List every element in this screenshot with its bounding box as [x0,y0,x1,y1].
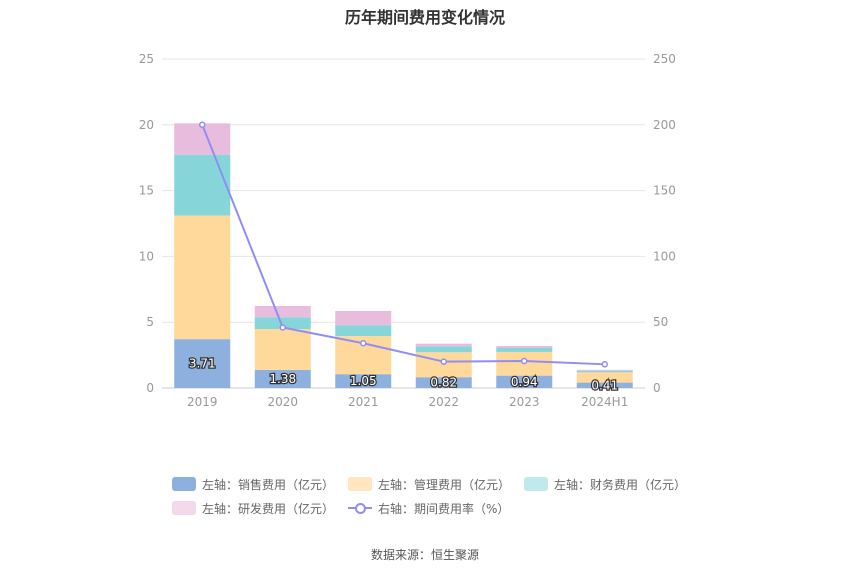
right-axis-tick-label: 200 [653,118,676,132]
left-axis-tick-label: 20 [139,118,154,132]
left-axis-tick-label: 5 [146,315,154,329]
bar-segment-4 [496,346,553,348]
bar-segment-1 [576,382,633,388]
data-label: 1.38 [269,372,296,386]
legend-label-sales: 左轴：销售费用（亿元） [202,477,335,492]
right-axis-tick-label: 50 [653,315,668,329]
data-label: 3.71 [189,357,216,371]
x-axis-tick-label: 2021 [348,395,379,409]
ratio-point [199,121,206,129]
bar-segment-3 [335,325,392,337]
x-axis-tick-label: 2022 [428,395,459,409]
bar-segment-4 [174,123,231,155]
bar-segment-3 [496,347,553,352]
legend-item-expense-ratio[interactable]: 右轴：期间费用率（%） [348,500,509,517]
bar-segment-4 [576,369,633,371]
data-source: 数据来源：恒生聚源 [370,548,479,562]
bar-segment-4 [254,306,311,318]
legend-item-finance-expense[interactable]: 左轴：财务费用（亿元） [524,476,686,493]
x-axis-tick-label: 2019 [187,395,218,409]
bar-segment-1 [174,339,231,388]
legend-swatch-ratio [348,501,373,515]
x-axis-tick-label: 2020 [267,395,298,409]
bar-segment-1 [496,375,553,388]
bar-segment-4 [415,343,472,347]
ratio-line [201,124,605,366]
legend-swatch-finance [524,477,549,491]
right-axis-tick-label: 0 [653,381,661,395]
ratio-point [360,340,367,347]
legend-label-rd: 左轴：研发费用（亿元） [202,501,335,516]
ratio-point [440,358,447,365]
bar-segment-3 [415,346,472,353]
legend-item-admin-expense[interactable]: 左轴：管理费用（亿元） [348,476,510,493]
x-axis-tick-label: 2024H1 [581,395,628,409]
bar-segment-3 [576,370,633,373]
legend-item-sales-expense[interactable]: 左轴：销售费用（亿元） [172,476,334,493]
left-axis-tick-label: 0 [146,381,154,395]
legend-label-ratio: 右轴：期间费用率（%） [378,501,510,516]
left-axis-tick-label: 25 [139,52,154,66]
right-axis-tick-label: 250 [653,52,676,66]
bar-segment-2 [576,372,633,383]
bar-segment-3 [174,154,231,216]
chart-legend: 左轴：销售费用（亿元） 左轴：管理费用（亿元） 左轴：财务费用（亿元） 左轴：研… [172,472,712,520]
right-axis-tick-label: 150 [653,184,676,198]
chart-title: 历年期间费用变化情况 [344,8,505,27]
legend-label-admin: 左轴：管理费用（亿元） [378,477,511,492]
ratio-point [279,324,286,331]
left-axis-tick-label: 10 [139,249,154,263]
legend-swatch-rd [172,501,196,515]
legend-label-finance: 左轴：财务费用（亿元） [554,477,687,492]
bar-segment-1 [335,374,392,388]
ratio-point [601,361,608,368]
ratio-point [521,357,528,365]
legend-item-rd-expense[interactable]: 左轴：研发费用（亿元） [172,500,334,517]
data-label: 0.41 [591,378,618,392]
bar-segment-2 [254,329,311,370]
bar-segment-4 [335,311,392,326]
bar-segment-1 [415,377,472,388]
x-axis-tick-label: 2023 [509,395,540,409]
legend-swatch-sales [172,477,196,491]
data-label: 1.05 [350,374,377,388]
right-axis-tick-label: 100 [653,249,676,263]
data-label: 0.94 [511,375,538,389]
bar-segment-3 [254,317,311,330]
data-label: 0.82 [430,376,457,390]
bar-segment-1 [254,369,311,388]
legend-swatch-admin [348,477,373,491]
bar-segment-2 [174,215,231,340]
left-axis-tick-label: 15 [139,184,154,198]
